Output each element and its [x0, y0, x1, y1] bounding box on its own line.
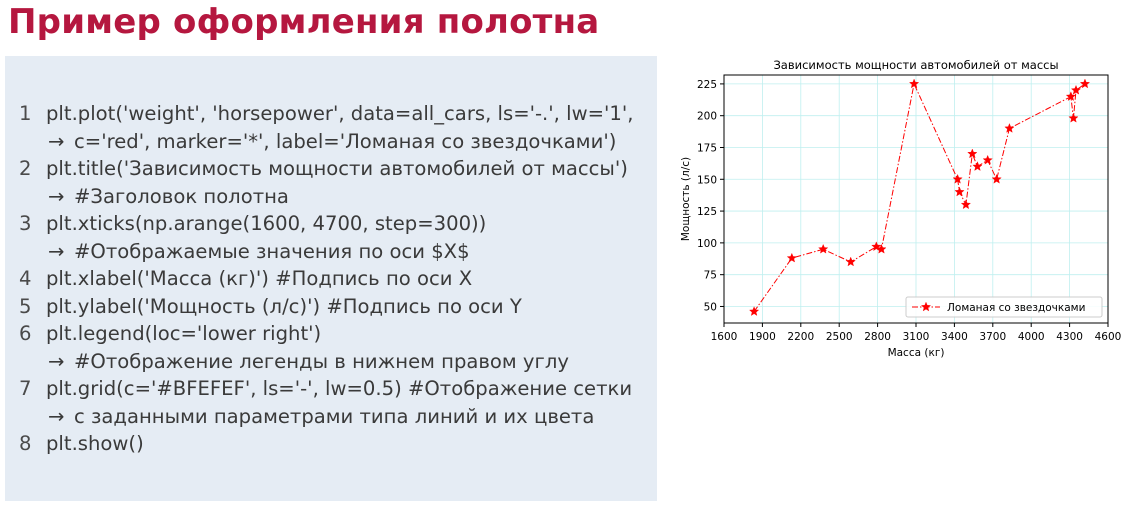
slide-title: Пример оформления полотна	[8, 2, 600, 42]
line-number: 7	[19, 377, 32, 400]
y-tick-label: 175	[697, 142, 717, 154]
legend-star-icon	[920, 301, 932, 312]
code-line-6: 6 plt.legend(loc='lower right')	[19, 320, 657, 348]
legend-label: Ломаная со звездочками	[947, 302, 1085, 314]
data-point-star	[876, 243, 887, 254]
code-text: plt.show()	[46, 432, 144, 455]
data-point-star	[1065, 91, 1076, 101]
y-tick-label: 150	[697, 174, 717, 186]
continuation-arrow-icon: →	[48, 129, 65, 153]
code-continuation-text: #Отображаемые значения по оси $X$	[74, 239, 470, 263]
code-text: plt.xticks(np.arange(1600, 4700, step=30…	[46, 212, 487, 235]
chart-area: 1600 1900 2200 2500 2800 3100 3400 3700 4000 4300…	[665, 50, 1125, 370]
line-number: 3	[19, 212, 32, 235]
data-point-star	[952, 173, 963, 184]
code-continuation-2: → #Заголовок полотна	[19, 183, 657, 211]
line-number: 6	[19, 322, 32, 345]
data-point-star	[871, 241, 882, 252]
continuation-arrow-icon: →	[48, 184, 65, 208]
data-point-star	[982, 154, 993, 165]
y-axis-label: Мощность (л/с)	[680, 157, 692, 241]
data-point-star	[967, 148, 978, 159]
x-tick-label: 2800	[864, 331, 891, 343]
y-tick-label: 100	[697, 238, 717, 250]
code-text: plt.title('Зависимость мощности автомоби…	[46, 157, 628, 180]
data-point-star	[1079, 78, 1091, 89]
code-panel: 1 plt.plot('weight', 'horsepower', data=a…	[5, 56, 657, 501]
code-text: plt.ylabel('Мощность (л/с)') #Подпись по…	[46, 294, 522, 318]
data-point-star	[1068, 112, 1079, 123]
code-line-1: 1 plt.plot('weight', 'horsepower', data=a…	[19, 100, 657, 128]
data-point-star	[748, 306, 760, 316]
x-tick-label: 1600	[711, 331, 738, 343]
code-continuation-text: #Заголовок полотна	[74, 184, 289, 208]
data-point-star	[991, 173, 1002, 184]
x-tick-label: 4600	[1095, 331, 1122, 343]
continuation-arrow-icon: →	[48, 404, 65, 428]
line-number: 5	[19, 294, 32, 318]
x-tick-label: 3400	[941, 331, 968, 343]
x-tick-label: 2200	[787, 331, 814, 343]
data-point-star	[845, 256, 856, 267]
code-line-4: 4 plt.xlabel('Масса (кг)') #Подпись по ос…	[19, 265, 657, 293]
code-continuation-text: c='red', marker='*', label='Ломаная со з…	[74, 129, 617, 153]
code-continuation-7: → с заданными параметрами типа линий и их…	[19, 403, 657, 431]
code-text: plt.grid(c='#BFEFEF', ls='-', lw=0.5) #О…	[46, 377, 633, 400]
x-tick-label: 4300	[1056, 331, 1083, 343]
x-tick-label: 3100	[903, 331, 930, 343]
code-line-8: 8 plt.show()	[19, 430, 657, 458]
continuation-arrow-icon: →	[48, 239, 65, 263]
line-number: 4	[19, 267, 32, 290]
code-text: plt.legend(loc='lower right')	[46, 322, 322, 345]
x-axis-label: Масса (кг)	[888, 347, 945, 359]
code-continuation-text: #Отображение легенды в нижнем правом угл…	[74, 349, 569, 373]
code-continuation-text: с заданными параметрами типа линий и их …	[74, 404, 595, 428]
data-point-star	[1004, 123, 1015, 133]
chart-title: Зависимость мощности автомобилей от масс…	[773, 58, 1058, 72]
data-point-star	[972, 161, 983, 171]
data-point-star	[960, 199, 972, 210]
chart-svg: 1600 1900 2200 2500 2800 3100 3400 3700 4000 4300…	[680, 58, 1122, 359]
y-tick-label: 50	[704, 301, 717, 313]
code-listing: 1 plt.plot('weight', 'horsepower', data=a…	[19, 100, 657, 458]
x-tick-label: 3700	[979, 331, 1006, 343]
code-line-3: 3 plt.xticks(np.arange(1600, 4700, step=3…	[19, 210, 657, 238]
x-tick-label: 2500	[826, 331, 853, 343]
y-tick-label: 200	[697, 111, 717, 123]
line-number: 8	[19, 432, 32, 455]
code-line-5: 5 plt.ylabel('Мощность (л/с)') #Подпись п…	[19, 293, 657, 321]
code-text: plt.xlabel('Масса (кг)') #Подпись по оси…	[46, 267, 473, 290]
code-continuation-6: → #Отображение легенды в нижнем правом уг…	[19, 348, 657, 376]
x-tick-label: 4000	[1018, 331, 1045, 343]
continuation-arrow-icon: →	[48, 349, 65, 373]
code-line-7: 7 plt.grid(c='#BFEFEF', ls='-', lw=0.5) #…	[19, 375, 657, 403]
y-tick-label: 225	[697, 79, 717, 91]
code-continuation-3: → #Отображаемые значения по оси $X$	[19, 238, 657, 266]
data-point-star	[908, 78, 920, 89]
code-text: plt.plot('weight', 'horsepower', data=al…	[46, 102, 634, 125]
data-point-star	[954, 186, 965, 197]
line-number: 2	[19, 157, 32, 180]
series-line	[753, 82, 1086, 312]
y-tick-label: 75	[704, 270, 717, 282]
y-tick-label: 125	[697, 206, 717, 218]
data-point-star	[1070, 84, 1082, 95]
data-point-star	[786, 252, 797, 263]
code-continuation-1: → c='red', marker='*', label='Ломаная со …	[19, 128, 657, 156]
data-point-star	[818, 243, 829, 254]
code-line-2: 2 plt.title('Зависимость мощности автомоб…	[19, 155, 657, 183]
line-number: 1	[19, 102, 32, 125]
x-tick-label: 1900	[749, 331, 776, 343]
legend-box	[905, 296, 1103, 318]
